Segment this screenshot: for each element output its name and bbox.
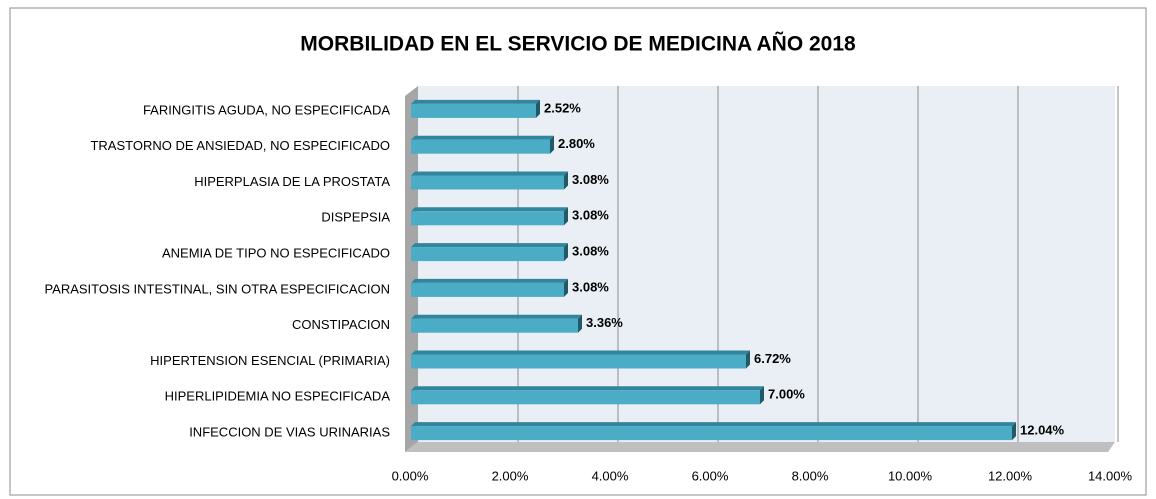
bar-top [411, 350, 750, 355]
x-tick-label: 12.00% [988, 468, 1033, 483]
bar-end [564, 278, 568, 297]
value-label: 7.00% [768, 387, 805, 402]
bar-top [411, 386, 764, 391]
bar-top [411, 243, 568, 248]
y-tick-label: PARASITOSIS INTESTINAL, SIN OTRA ESPECIF… [44, 281, 390, 296]
y-tick-label: ANEMIA DE TIPO NO ESPECIFICADO [162, 246, 390, 261]
y-tick-label: DISPEPSIA [321, 210, 390, 225]
x-tick-label: 6.00% [692, 468, 729, 483]
value-label: 12.04% [1020, 423, 1065, 438]
bar [411, 211, 564, 226]
bar [411, 318, 578, 333]
value-label: 3.08% [572, 172, 609, 187]
bar [411, 426, 1012, 441]
bar [411, 247, 564, 262]
y-tick-label: INFECCION DE VIAS URINARIAS [189, 425, 390, 440]
y-tick-label: HIPERLIPIDEMIA NO ESPECIFICADA [165, 389, 391, 404]
value-label: 3.36% [586, 315, 623, 330]
bar-end [760, 386, 764, 405]
x-tick-label: 4.00% [592, 468, 629, 483]
y-tick-label: HIPERTENSION ESENCIAL (PRIMARIA) [150, 353, 390, 368]
bar-end [564, 243, 568, 262]
x-tick-label: 0.00% [392, 468, 429, 483]
bar [411, 175, 564, 190]
bar-end [578, 314, 582, 333]
plot-floor [405, 442, 1115, 452]
value-label: 3.08% [572, 208, 609, 223]
bar-end [564, 171, 568, 190]
bar-top [411, 278, 568, 283]
bar [411, 103, 536, 118]
value-label: 3.08% [572, 244, 609, 259]
bar-end [1012, 422, 1016, 441]
bar-end [536, 99, 540, 118]
bar-end [746, 350, 750, 369]
y-tick-label: CONSTIPACION [292, 317, 390, 332]
value-label: 2.80% [558, 136, 595, 151]
bar-top [411, 171, 568, 176]
bar [411, 282, 564, 297]
x-tick-label: 10.00% [888, 468, 933, 483]
x-tick-label: 2.00% [492, 468, 529, 483]
bar-top [411, 314, 582, 319]
chart-title: MORBILIDAD EN EL SERVICIO DE MEDICINA AÑ… [300, 33, 856, 56]
value-label: 3.08% [572, 279, 609, 294]
bar-top [411, 135, 554, 140]
bar [411, 390, 760, 405]
x-tick-label: 8.00% [792, 468, 829, 483]
bar [411, 139, 550, 154]
y-tick-label: HIPERPLASIA DE LA PROSTATA [194, 174, 390, 189]
bar-end [564, 207, 568, 226]
value-label: 2.52% [544, 100, 581, 115]
y-tick-label: FARINGITIS AGUDA, NO ESPECIFICADA [143, 102, 390, 117]
bar-end [550, 135, 554, 154]
bar [411, 354, 746, 369]
bar-top [411, 422, 1016, 427]
x-tick-label: 14.00% [1088, 468, 1133, 483]
bar-top [411, 99, 540, 104]
value-label: 6.72% [754, 351, 791, 366]
bar-top [411, 207, 568, 212]
y-tick-label: TRASTORNO DE ANSIEDAD, NO ESPECIFICADO [90, 138, 390, 153]
